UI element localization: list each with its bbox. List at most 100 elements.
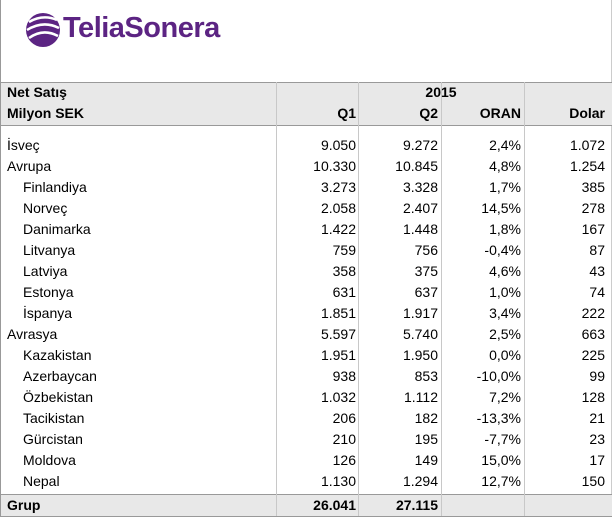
row-label: Milyon SEK [7,105,85,121]
cell-value: Q1 [337,105,356,121]
cell-value: 2.058 [320,200,356,216]
cell-value: 0,0% [489,347,521,363]
cell-value: 637 [414,284,438,300]
cell-value: 87 [589,242,605,258]
cell-value: 195 [414,431,438,447]
cell-value: 74 [589,284,605,300]
cell-value: 21 [589,410,605,426]
row-label: Latviya [23,263,68,279]
column-rule [524,82,525,516]
row-label: Net Satış [7,84,67,100]
cell-value: -10,0% [476,368,521,384]
cell-value: 12,7% [481,473,521,489]
cell-value: 278 [581,200,605,216]
cell-value: 1,7% [489,179,521,195]
cell-value: 150 [581,473,605,489]
rule [1,82,612,83]
cell-value: 167 [581,221,605,237]
row-label: Moldova [23,452,76,468]
cell-value: 375 [414,263,438,279]
cell-value: 128 [581,389,605,405]
cell-value: 358 [332,263,356,279]
footer-band [1,494,612,516]
cell-value: Q2 [419,105,438,121]
cell-value: 1.950 [402,347,438,363]
cell-value: 1.951 [320,347,356,363]
cell-value: 1.294 [402,473,438,489]
cell-value: 43 [589,263,605,279]
row-label: Gürcistan [23,431,83,447]
cell-value: 663 [581,326,605,342]
cell-value: 1.032 [320,389,356,405]
row-label: İspanya [23,305,73,321]
cell-value: 3.273 [320,179,356,195]
cell-value: 853 [414,368,438,384]
row-label: Norveç [23,200,68,216]
cell-value: 1.254 [569,158,605,174]
header-band [1,82,612,125]
row-label: Kazakistan [23,347,92,363]
cell-value: ORAN [479,105,521,121]
cell-value: 1.130 [320,473,356,489]
cell-value: 631 [332,284,356,300]
cell-value: 938 [332,368,356,384]
column-rule [276,82,277,516]
row-label: Tacikistan [23,410,85,426]
year-label: 2015 [425,84,457,100]
row-label: Avrupa [7,158,52,174]
cell-value: 222 [581,305,605,321]
cell-value: 4,8% [489,158,521,174]
cell-value: 9.050 [320,137,356,153]
cell-value: -0,4% [484,242,521,258]
cell-value: 7,2% [489,389,521,405]
row-label: İsveç [7,137,40,153]
cell-value: 1.112 [404,389,438,405]
rule [1,494,612,495]
cell-value: 759 [332,242,356,258]
cell-value: 1.448 [402,221,438,237]
cell-value: 9.272 [402,137,438,153]
cell-value: 10.330 [313,158,356,174]
cell-value: 225 [581,347,605,363]
cell-value: 206 [332,410,356,426]
cell-value: 5.597 [320,326,356,342]
cell-value: 126 [332,452,356,468]
cell-value: 14,5% [481,200,521,216]
cell-value: 1.851 [320,305,356,321]
cell-value: 99 [589,368,605,384]
row-label: Grup [7,497,41,513]
cell-value: 17 [589,452,605,468]
row-label: Danimarka [23,221,91,237]
row-label: Estonya [23,284,74,300]
row-label: Avrasya [7,326,58,342]
rule [1,125,612,126]
cell-value: 2.407 [402,200,438,216]
cell-value: 3.328 [402,179,438,195]
row-label: Özbekistan [23,389,94,405]
cell-value: 756 [414,242,438,258]
cell-value: 1.422 [320,221,356,237]
cell-value: 149 [414,452,438,468]
cell-value: -13,3% [476,410,521,426]
row-label: Azerbaycan [23,368,97,384]
logo [26,13,60,47]
cell-value: 27.115 [395,497,438,513]
cell-value: 3,4% [489,305,521,321]
row-label: Nepal [23,473,60,489]
cell-value: 10.845 [395,158,438,174]
cell-value: 182 [414,410,438,426]
cell-value: 1,0% [489,284,521,300]
rule [1,516,612,517]
cell-value: 1,8% [489,221,521,237]
cell-value: 1.072 [569,137,605,153]
brand: TeliaSonera [63,12,220,44]
cell-value: -7,7% [484,431,521,447]
cell-value: 2,4% [489,137,521,153]
cell-value: 23 [589,431,605,447]
cell-value: 15,0% [481,452,521,468]
cell-value: 4,6% [489,263,521,279]
column-rule [441,82,442,516]
cell-value: 26.041 [313,497,356,513]
row-label: Litvanya [23,242,76,258]
